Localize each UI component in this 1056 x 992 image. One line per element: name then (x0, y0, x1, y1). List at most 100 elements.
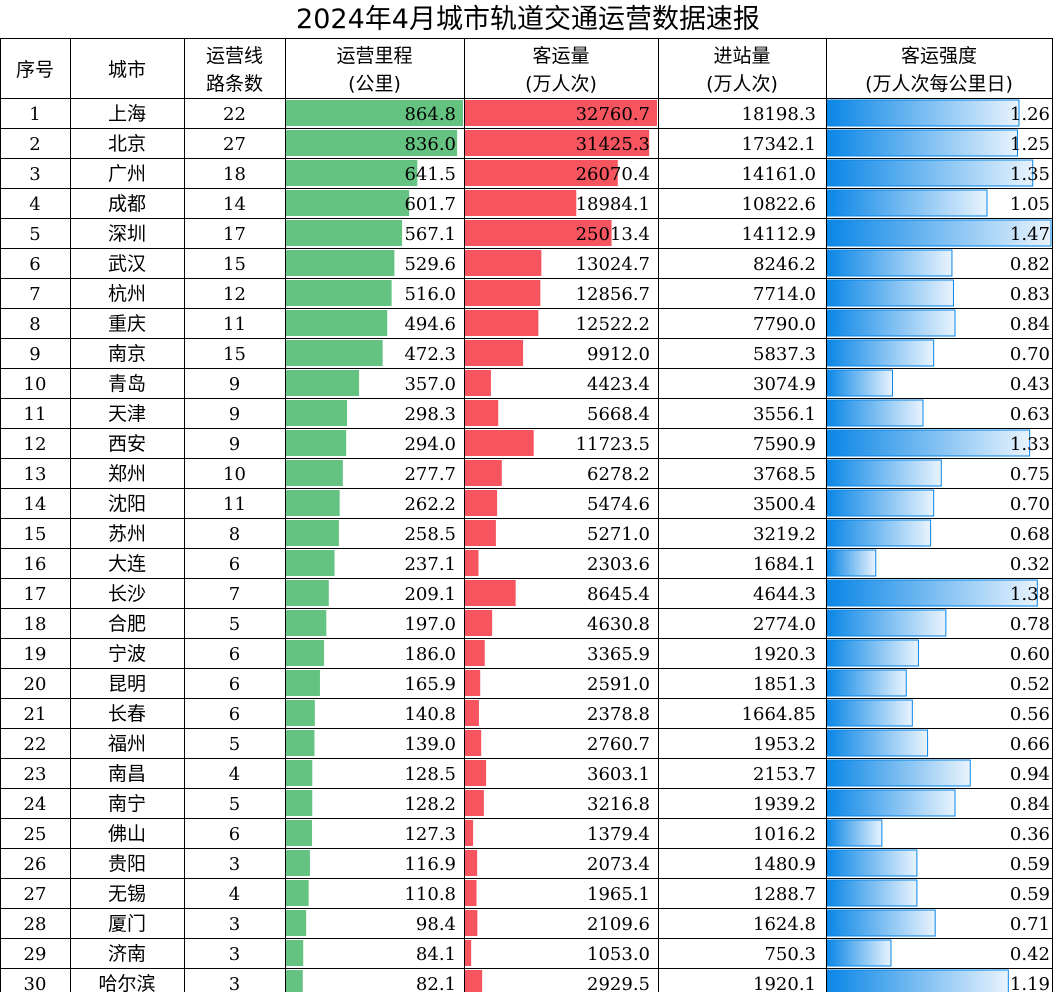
row-city: 苏州 (108, 523, 146, 545)
row-intensity: 0.59 (1010, 884, 1050, 905)
row-mileage: 357.0 (404, 374, 456, 395)
row-entries: 1624.8 (753, 914, 816, 935)
row-city: 成都 (108, 193, 146, 215)
mileage-bar (286, 130, 458, 156)
ridership-bar (465, 160, 618, 186)
row-intensity: 0.32 (1010, 554, 1050, 575)
row-intensity: 0.56 (1010, 704, 1050, 725)
row-entries: 8246.2 (753, 254, 816, 275)
row-entries: 1664.85 (742, 704, 816, 725)
row-intensity: 0.84 (1010, 794, 1050, 815)
row-index: 9 (29, 344, 40, 365)
row-ridership: 6278.2 (587, 464, 650, 485)
ridership-bar (465, 580, 516, 606)
row-lines: 15 (223, 254, 246, 275)
row-intensity: 0.63 (1010, 404, 1050, 425)
row-entries: 2153.7 (753, 764, 816, 785)
row-city: 昆明 (108, 673, 146, 695)
header-lines-line1: 运营线 (206, 45, 263, 67)
row-intensity: 0.84 (1010, 314, 1050, 335)
row-city: 上海 (108, 103, 146, 125)
mileage-bar (286, 430, 347, 456)
row-mileage: 110.8 (404, 884, 456, 905)
row-entries: 2774.0 (753, 614, 816, 635)
ridership-bar (465, 940, 472, 966)
intensity-bar (826, 309, 956, 337)
row-lines: 8 (229, 524, 240, 545)
row-city: 南京 (108, 343, 146, 365)
row-index: 4 (29, 194, 40, 215)
row-city: 佛山 (108, 823, 146, 845)
row-city: 西安 (108, 433, 146, 455)
row-ridership: 5474.6 (587, 494, 650, 515)
row-index: 18 (24, 614, 47, 635)
intensity-bar (826, 429, 1031, 457)
ridership-bar (465, 910, 478, 936)
ridership-bar (465, 820, 474, 846)
row-city: 合肥 (108, 613, 146, 635)
mileage-bar (286, 730, 315, 756)
mileage-bar (286, 250, 395, 276)
intensity-bar (826, 639, 919, 667)
mileage-bar (286, 460, 343, 486)
row-city: 无锡 (108, 883, 146, 905)
mileage-bar (286, 670, 320, 696)
mileage-bar (286, 160, 418, 186)
row-lines: 27 (223, 134, 246, 155)
row-entries: 18198.3 (742, 104, 816, 125)
row-mileage: 641.5 (404, 164, 456, 185)
row-index: 23 (24, 764, 47, 785)
row-lines: 6 (229, 674, 240, 695)
row-index: 13 (24, 464, 47, 485)
row-ridership: 25013.4 (576, 224, 650, 245)
intensity-bar (826, 819, 883, 847)
row-mileage: 186.0 (404, 644, 456, 665)
row-lines: 3 (229, 974, 240, 992)
row-intensity: 0.52 (1010, 674, 1050, 695)
header-ridership-line2: (万人次) (525, 73, 597, 95)
row-lines: 9 (229, 404, 240, 425)
row-mileage: 567.1 (404, 224, 456, 245)
mileage-bar (286, 370, 360, 396)
intensity-bar (826, 759, 971, 787)
row-intensity: 1.26 (1010, 104, 1050, 125)
row-entries: 1920.1 (753, 974, 816, 992)
row-city: 哈尔滨 (98, 973, 155, 992)
ridership-bar (465, 670, 481, 696)
row-ridership: 2303.6 (587, 554, 650, 575)
row-intensity: 0.43 (1010, 374, 1050, 395)
row-lines: 5 (229, 794, 240, 815)
row-entries: 3074.9 (753, 374, 816, 395)
row-intensity: 0.36 (1010, 824, 1050, 845)
row-ridership: 12522.2 (576, 314, 650, 335)
row-city: 贵阳 (108, 853, 146, 875)
row-ridership: 2109.6 (587, 914, 650, 935)
row-lines: 11 (223, 314, 246, 335)
row-entries: 7790.0 (753, 314, 816, 335)
row-entries: 1953.2 (753, 734, 816, 755)
intensity-bar (826, 519, 932, 547)
row-index: 10 (24, 374, 47, 395)
row-ridership: 26070.4 (576, 164, 650, 185)
row-index: 12 (24, 434, 47, 455)
row-city: 宁波 (108, 643, 146, 665)
row-index: 14 (24, 494, 47, 515)
row-city: 济南 (108, 943, 146, 965)
row-mileage: 209.1 (404, 584, 456, 605)
row-mileage: 836.0 (404, 134, 456, 155)
ridership-bar (465, 310, 539, 336)
row-ridership: 9912.0 (587, 344, 650, 365)
row-lines: 12 (223, 284, 246, 305)
row-intensity: 1.35 (1010, 164, 1050, 185)
row-mileage: 84.1 (416, 944, 456, 965)
row-lines: 22 (223, 104, 246, 125)
ridership-bar (465, 760, 487, 786)
mileage-bar (286, 100, 463, 126)
intensity-bar (826, 219, 1052, 247)
row-entries: 750.3 (764, 944, 816, 965)
mileage-bar (286, 400, 348, 426)
intensity-bar (826, 549, 877, 577)
row-lines: 11 (223, 494, 246, 515)
row-index: 2 (29, 134, 40, 155)
row-intensity: 0.71 (1010, 914, 1050, 935)
